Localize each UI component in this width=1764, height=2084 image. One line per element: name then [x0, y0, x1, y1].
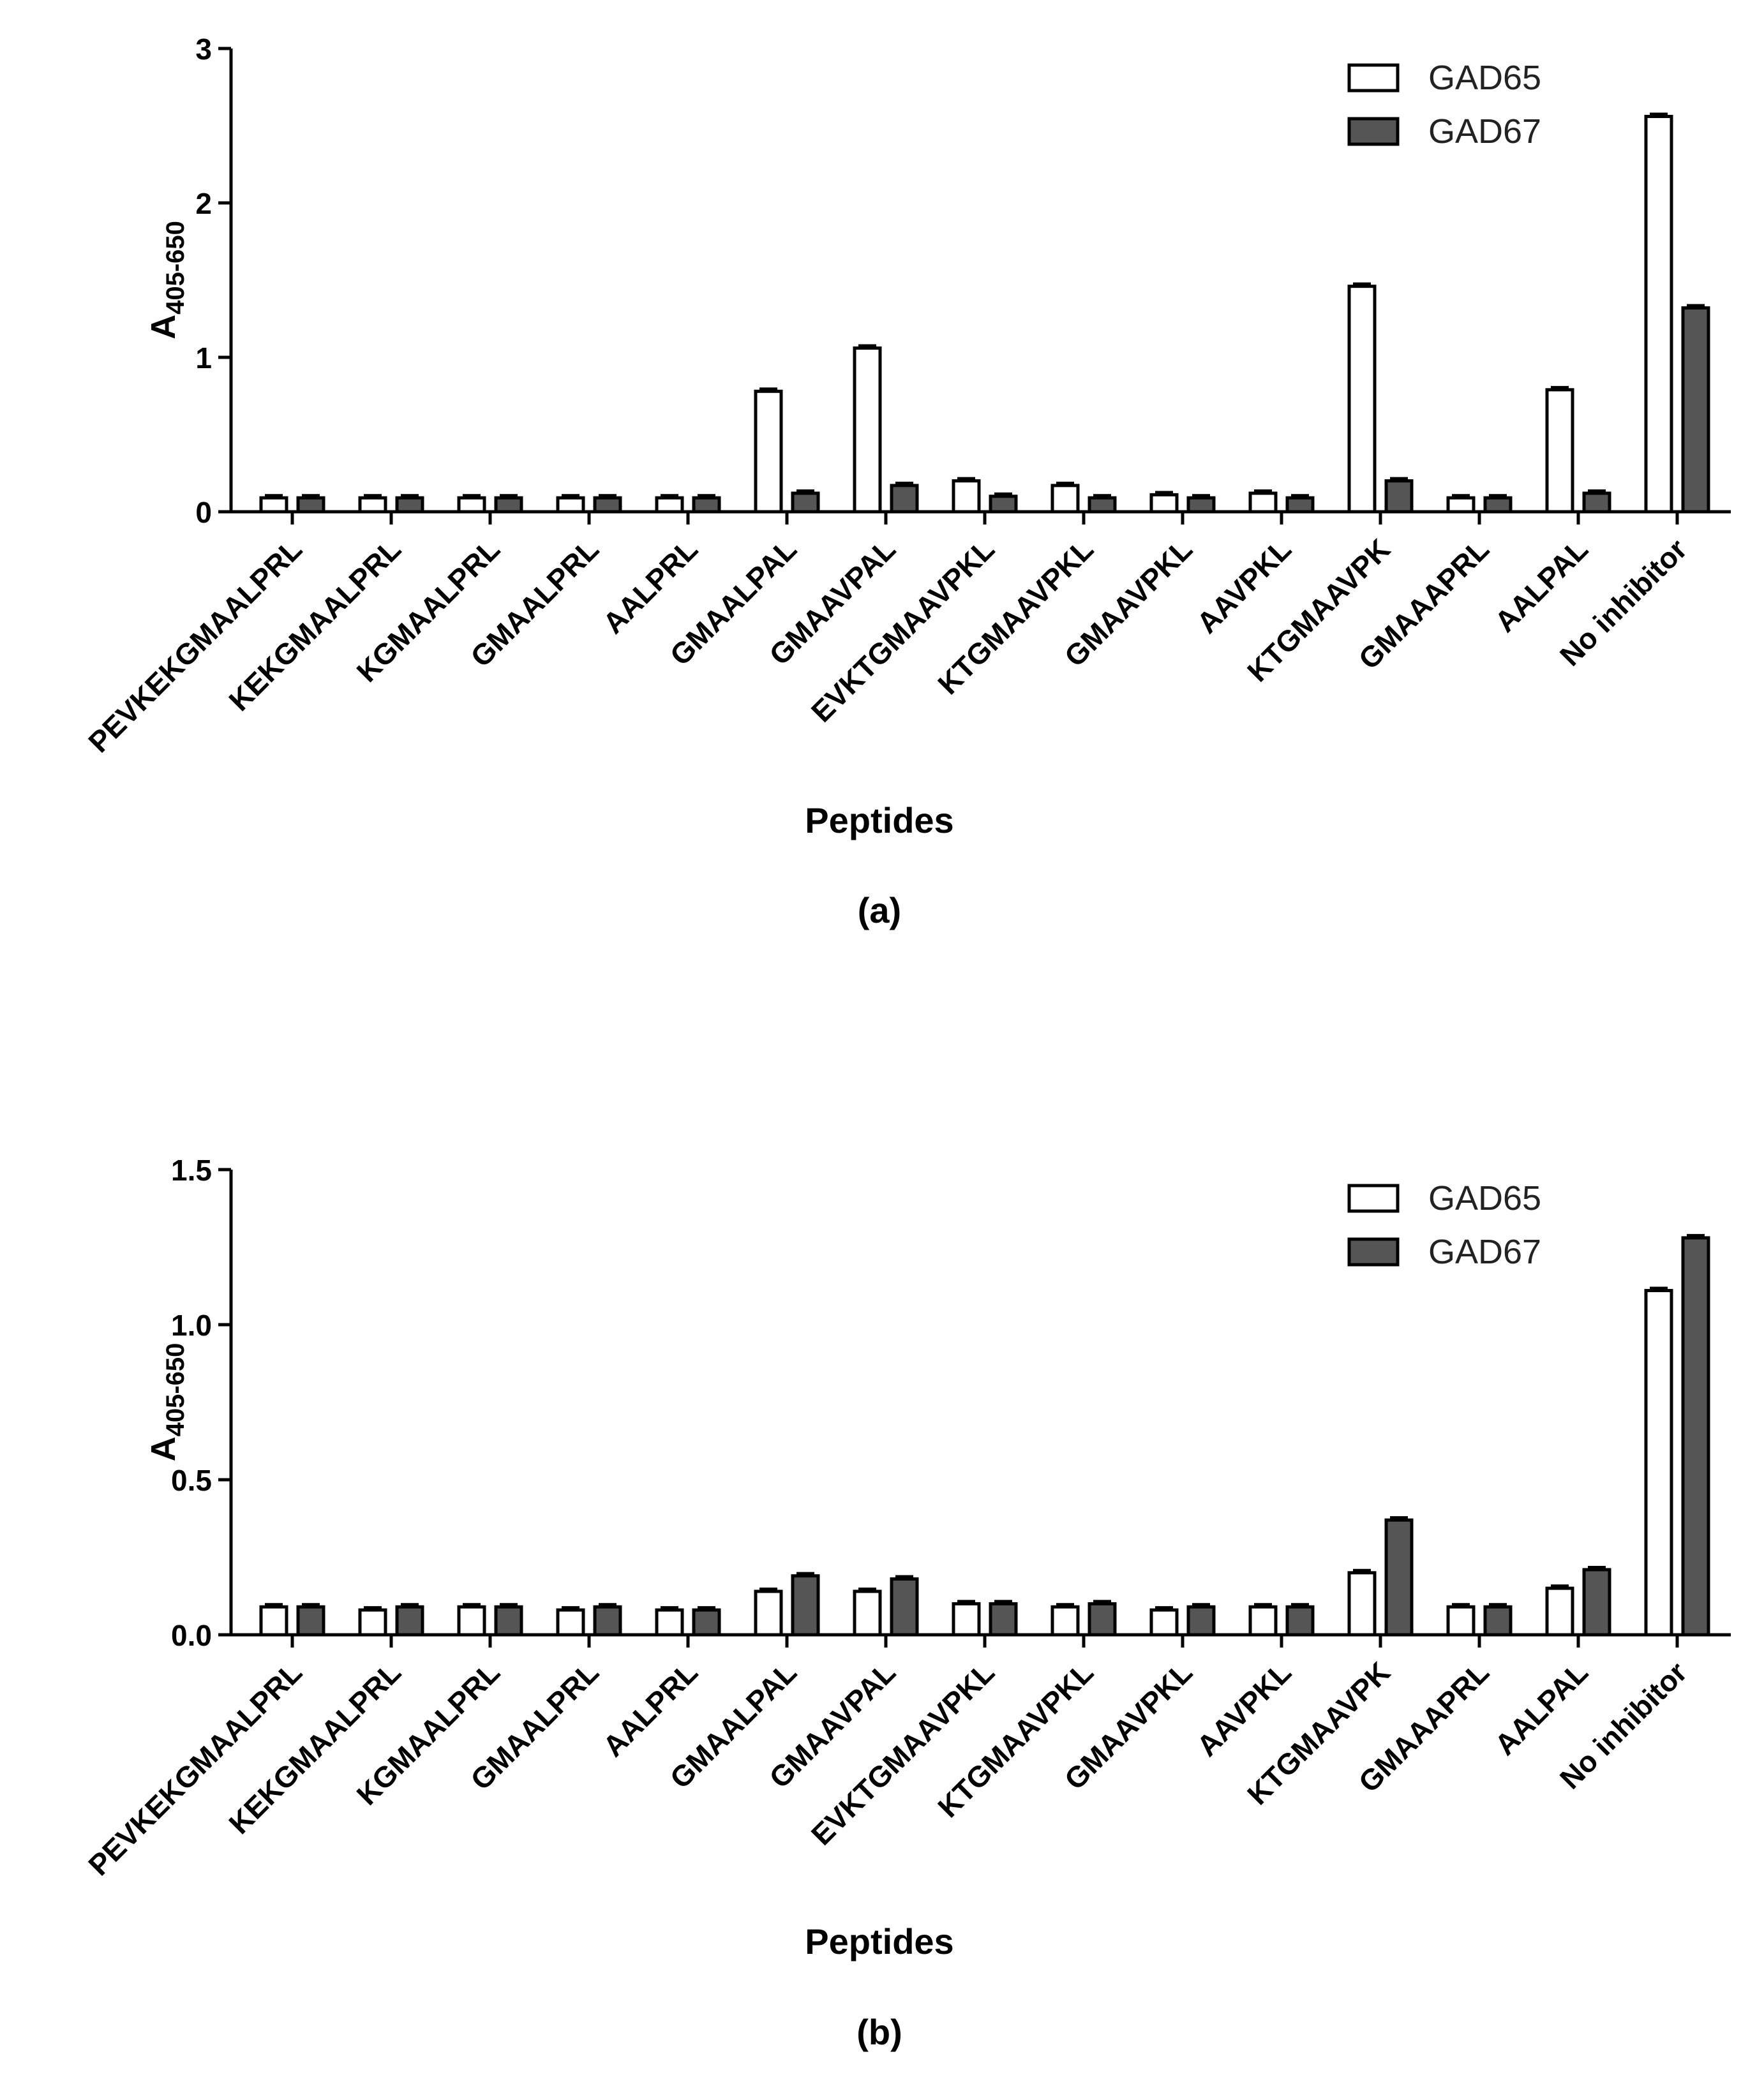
bar-gad65 [259, 1605, 288, 1637]
bar-gad65 [1446, 1605, 1476, 1637]
bar-gad67 [989, 495, 1018, 514]
bar-gad67 [890, 1577, 919, 1637]
bar-gad65 [556, 1608, 585, 1637]
legend-swatch-gad65 [1347, 1184, 1400, 1213]
bar-gad65 [1644, 114, 1673, 514]
legend-label-gad65: GAD65 [1428, 59, 1541, 97]
bar-gad65 [952, 1602, 981, 1637]
y-axis-label-subscript: 405-650 [161, 221, 190, 315]
bar-gad65 [1050, 1605, 1080, 1637]
bar-gad65 [556, 496, 585, 514]
y-tick-label: 1.0 [171, 1309, 212, 1342]
bar-gad67 [395, 1605, 424, 1637]
bar-gad67 [494, 496, 523, 514]
legend-swatch-gad67 [1347, 1237, 1400, 1267]
bar-gad67 [989, 1602, 1018, 1637]
bar-gad67 [1384, 1518, 1414, 1637]
bar-gad65 [1248, 1605, 1278, 1637]
bar-gad65 [1545, 1586, 1574, 1637]
bar-gad67 [791, 1574, 820, 1637]
bar-gad67 [1483, 1605, 1513, 1637]
legend-label-gad65: GAD65 [1428, 1179, 1541, 1217]
y-tick-label: 0.5 [171, 1464, 212, 1497]
bar-gad65 [1149, 1608, 1179, 1637]
legend-swatch-gad67 [1347, 117, 1400, 146]
chart-panel-a: 0123A405-650PEVKEKGMAALPRLKEKGMAALPRLKGM… [82, 33, 1731, 930]
bar-gad67 [593, 496, 622, 514]
bar-gad65 [1644, 1289, 1673, 1637]
bar-gad65 [853, 1589, 882, 1637]
x-tick-label: EVKTGMAAVPKL [805, 532, 1001, 728]
bar-gad65 [655, 496, 684, 514]
legend-swatch-gad65 [1347, 63, 1400, 93]
x-axis-title: Peptides [805, 800, 953, 840]
bar-gad67 [1285, 1605, 1315, 1637]
bar-gad65 [358, 1608, 387, 1637]
y-tick-label: 1.5 [171, 1154, 212, 1187]
bar-gad65 [1050, 484, 1080, 514]
bar-gad67 [1384, 479, 1414, 514]
bar-gad65 [853, 346, 882, 514]
x-axis-title: Peptides [805, 1921, 953, 1961]
legend-label-gad67: GAD67 [1428, 112, 1541, 151]
y-axis-label: A405-650 [144, 221, 190, 339]
x-tick-label: KEKGMAALPRL [222, 532, 407, 717]
panel-label: (b) [856, 2012, 902, 2052]
bar-gad67 [1088, 496, 1117, 514]
bar-gad65 [754, 1589, 783, 1637]
bar-gad67 [1186, 1605, 1216, 1637]
bar-gad67 [593, 1605, 622, 1637]
bar-gad67 [296, 1605, 325, 1637]
bar-gad67 [1186, 496, 1216, 514]
bar-gad65 [1545, 388, 1574, 514]
bar-gad65 [259, 496, 288, 514]
bar-gad67 [1483, 496, 1513, 514]
bar-gad67 [1285, 496, 1315, 514]
bar-gad67 [1088, 1602, 1117, 1637]
bar-gad67 [395, 496, 424, 514]
y-tick-label: 1 [195, 341, 212, 375]
bar-gad65 [1446, 496, 1476, 514]
bar-gad65 [457, 496, 486, 514]
legend-label-gad67: GAD67 [1428, 1233, 1541, 1271]
bar-gad65 [1347, 285, 1377, 514]
bar-gad65 [655, 1608, 684, 1637]
bar-gad67 [1582, 1568, 1611, 1637]
y-tick-label: 0.0 [171, 1619, 212, 1652]
x-tick-label: AALPAL [1488, 532, 1594, 638]
bar-gad65 [457, 1605, 486, 1637]
bar-gad65 [952, 479, 981, 514]
bar-gad65 [1149, 493, 1179, 514]
chart-panel-b: 0.00.51.01.5A405-650PEVKEKGMAALPRLKEKGMA… [82, 1154, 1731, 2052]
bar-gad67 [1681, 306, 1710, 514]
y-axis-label-main: A [144, 315, 183, 339]
x-tick-label: KEKGMAALPRL [222, 1655, 407, 1840]
bar-gad67 [1681, 1236, 1710, 1637]
y-axis-label-subscript: 405-650 [161, 1343, 190, 1437]
x-tick-label: AALPAL [1488, 1655, 1594, 1761]
bar-gad67 [692, 1608, 721, 1637]
y-axis-label: A405-650 [144, 1343, 190, 1462]
y-tick-label: 3 [195, 33, 212, 66]
y-tick-label: 0 [195, 496, 212, 529]
bar-gad67 [791, 491, 820, 514]
x-tick-label: EVKTGMAAVPKL [805, 1655, 1001, 1851]
bar-gad67 [296, 496, 325, 514]
y-tick-label: 2 [195, 187, 212, 220]
bar-gad65 [1347, 1571, 1377, 1637]
bar-gad67 [692, 496, 721, 514]
bar-gad67 [1582, 491, 1611, 514]
bar-gad65 [358, 496, 387, 514]
bar-gad67 [494, 1605, 523, 1637]
panel-label: (a) [858, 890, 901, 930]
bar-gad65 [754, 389, 783, 514]
y-axis-label-main: A [144, 1436, 183, 1461]
bar-gad65 [1248, 491, 1278, 514]
bar-gad67 [890, 484, 919, 514]
